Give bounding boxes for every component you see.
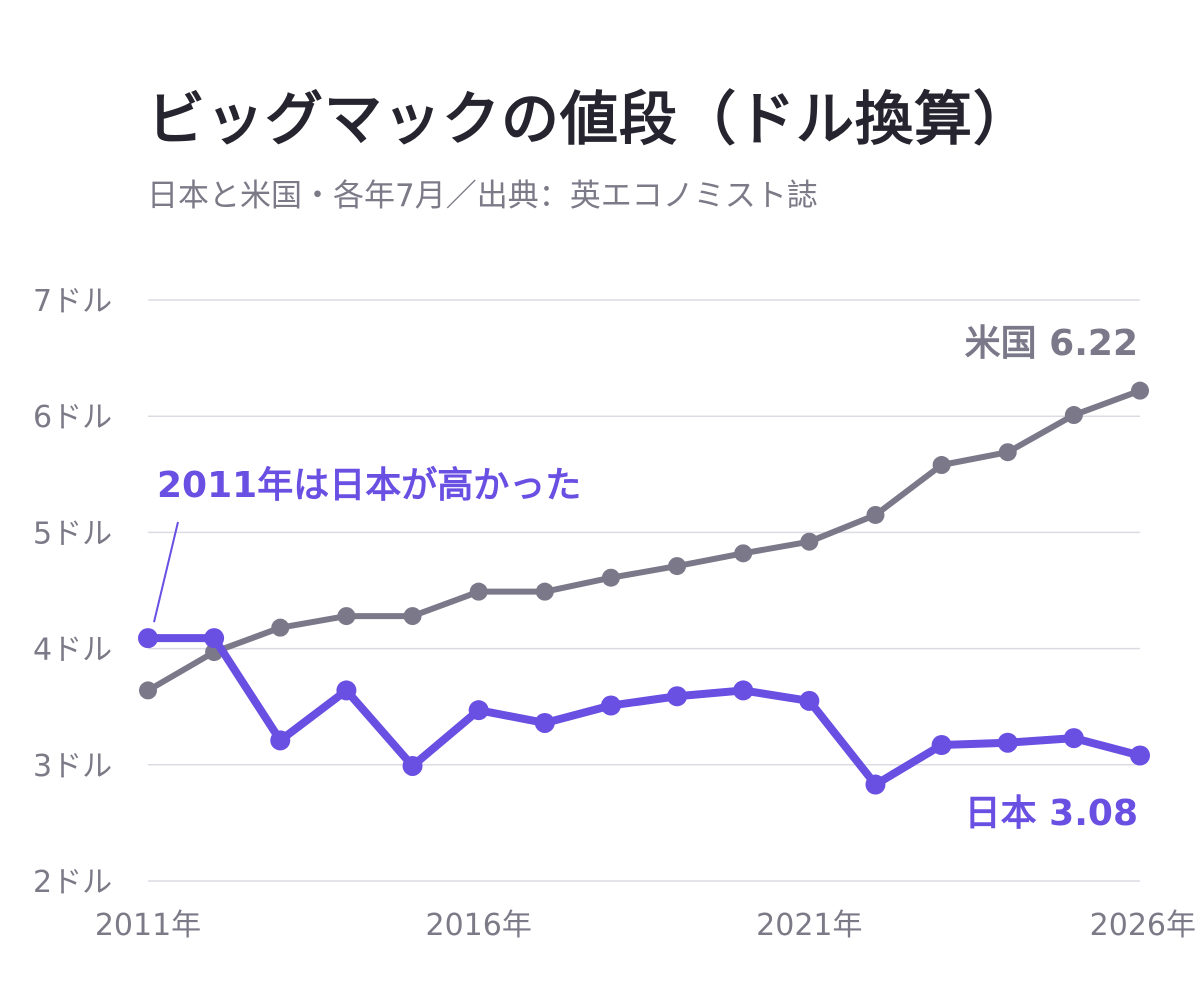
y-tick-label: 5ドル xyxy=(33,516,112,551)
data-point-us xyxy=(668,557,687,576)
y-tick-label: 2ドル xyxy=(33,865,112,900)
data-point-us xyxy=(800,532,819,551)
data-point-us xyxy=(734,544,753,563)
data-point-us xyxy=(469,582,488,601)
data-point-japan xyxy=(270,730,291,751)
data-point-us xyxy=(998,443,1017,462)
x-tick-label: 2026年 xyxy=(1090,908,1196,943)
data-point-japan xyxy=(931,735,952,756)
data-point-japan xyxy=(336,680,357,701)
chart-title: ビッグマックの値段（ドル換算） xyxy=(147,85,1033,153)
x-tick-label: 2016年 xyxy=(425,908,531,943)
series-line-us xyxy=(145,387,1143,694)
annotation-text: 2011年は日本が高かった xyxy=(157,465,581,506)
data-point-japan xyxy=(667,686,688,707)
grid-lines xyxy=(148,299,1140,882)
x-axis: 2011年 2016年 2021年 2026年 xyxy=(95,908,1196,943)
data-point-us xyxy=(1131,381,1149,400)
data-point-us xyxy=(601,568,620,587)
y-tick-label: 4ドル xyxy=(33,633,112,668)
series-line-japan xyxy=(144,634,1144,789)
x-tick-label: 2021年 xyxy=(756,908,862,943)
data-point-japan xyxy=(799,690,820,711)
data-point-japan xyxy=(204,628,225,649)
data-point-japan xyxy=(997,732,1018,753)
data-point-us xyxy=(1064,406,1083,425)
series-group xyxy=(138,381,1150,795)
data-point-japan xyxy=(865,774,886,795)
data-point-japan xyxy=(600,695,621,716)
chart-subtitle: 日本と米国・各年7月／出典：英エコノミスト誌 xyxy=(147,178,818,214)
data-point-japan xyxy=(733,680,754,701)
data-point-japan xyxy=(138,628,158,649)
data-point-us xyxy=(932,456,951,475)
y-tick-label: 3ドル xyxy=(33,749,112,784)
data-point-japan xyxy=(534,712,555,733)
data-point-us xyxy=(139,681,157,700)
data-point-japan xyxy=(468,700,489,721)
data-point-japan xyxy=(402,755,423,776)
data-point-us xyxy=(403,607,422,626)
y-tick-label: 6ドル xyxy=(33,400,112,435)
series-end-label-japan: 日本 3.08 xyxy=(965,793,1138,834)
data-point-us xyxy=(535,582,554,601)
y-axis: 2ドル 3ドル 4ドル 5ドル 6ドル 7ドル xyxy=(33,284,112,900)
data-point-japan xyxy=(1063,728,1084,749)
data-point-japan xyxy=(1130,745,1150,766)
data-point-us xyxy=(866,505,885,524)
y-tick-label: 7ドル xyxy=(33,284,112,319)
data-point-us xyxy=(337,607,356,626)
annotation-leader-line xyxy=(153,521,179,623)
x-tick-label: 2011年 xyxy=(95,908,201,943)
series-end-label-us: 米国 6.22 xyxy=(965,323,1138,364)
data-point-us xyxy=(271,618,290,637)
